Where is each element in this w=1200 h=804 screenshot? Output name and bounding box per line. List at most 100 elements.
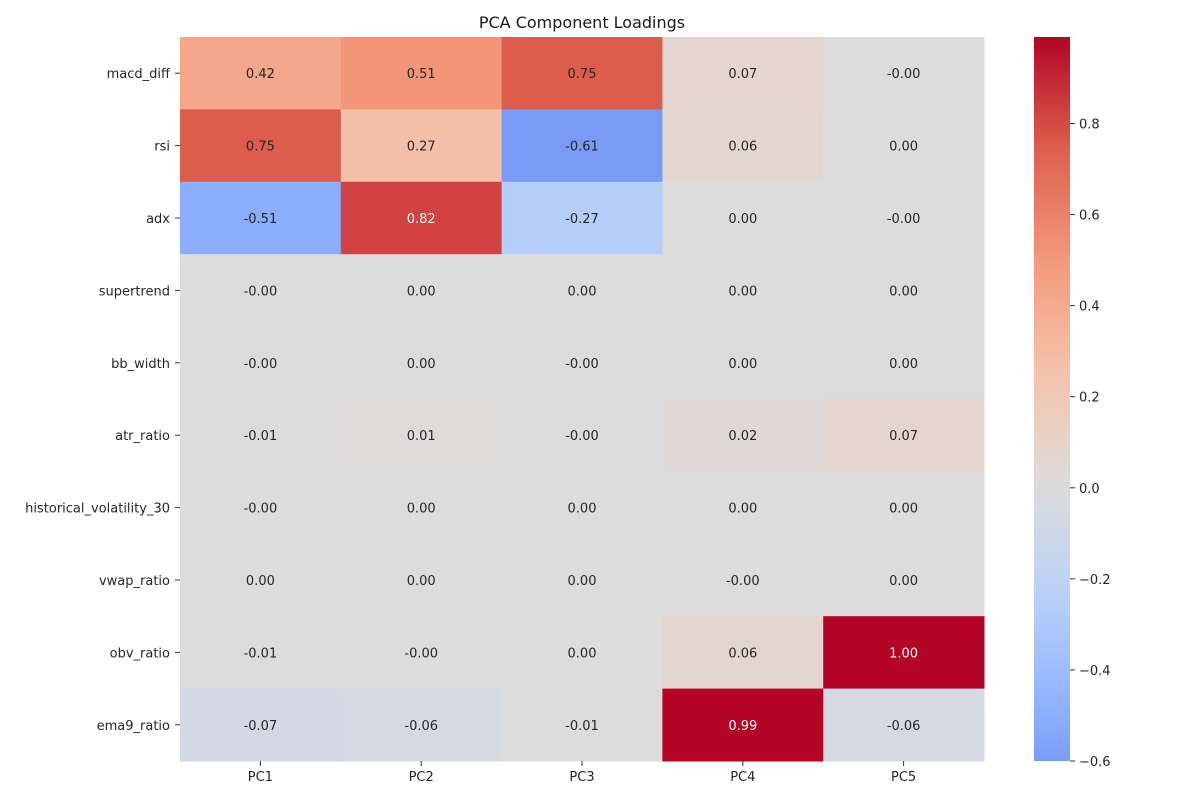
cell-annotation: 0.01 (407, 429, 436, 444)
heatmap-cell (180, 688, 342, 762)
heatmap-cell (340, 37, 503, 110)
heatmap-cell (340, 543, 503, 617)
x-tick-label: PC1 (248, 770, 273, 785)
heatmap-cell (662, 471, 824, 545)
x-tick-label: PC3 (569, 770, 594, 785)
heatmap-cell (823, 471, 985, 545)
heatmap-cell (340, 471, 503, 545)
heatmap-cell (662, 109, 824, 183)
heatmap-cell (662, 181, 824, 255)
cell-annotation: 0.00 (407, 357, 436, 372)
colorbar: −0.6 −0.4 −0.2 0.0 0.2 0.4 0.6 0.8 (1034, 37, 1111, 770)
cell-annotation: -0.00 (404, 646, 438, 661)
y-tick-label: adx (146, 212, 170, 227)
cell-annotation: -0.06 (404, 719, 438, 734)
cell-annotation: 0.00 (407, 574, 436, 589)
heatmap-cell (823, 543, 985, 617)
heatmap-cell (180, 109, 342, 183)
heatmap-cell (823, 399, 985, 472)
y-tick-label: supertrend (99, 284, 170, 299)
cell-annotation: 0.00 (568, 646, 597, 661)
cell-annotation: -0.01 (565, 719, 599, 734)
colorbar-tick-label: 0.6 (1079, 209, 1100, 224)
cell-annotation: -0.01 (244, 429, 278, 444)
heatmap-cell (340, 326, 503, 400)
x-axis: PC1 PC2 PC3 PC4 PC5 (248, 761, 916, 785)
heatmap-cell (180, 326, 342, 400)
cell-annotation: 0.00 (728, 284, 757, 299)
cell-annotation: 0.51 (407, 67, 436, 82)
cell-annotation: -0.00 (726, 574, 760, 589)
heatmap-cell (340, 688, 503, 762)
heatmap-cell (662, 399, 824, 472)
heatmap-cell (662, 254, 824, 328)
heatmap-cell (501, 109, 663, 183)
heatmap-cell (662, 688, 824, 762)
cell-annotation: 0.06 (728, 140, 757, 155)
cell-annotation: -0.00 (244, 284, 278, 299)
heatmap-cell (340, 109, 503, 183)
cell-annotation: 0.99 (728, 719, 757, 734)
y-tick-label: atr_ratio (115, 429, 170, 444)
heatmap-cell (501, 37, 663, 110)
colorbar-gradient (1034, 37, 1070, 761)
chart-title: PCA Component Loadings (479, 13, 685, 32)
heatmap-cell (180, 254, 342, 328)
heatmap-cell (823, 109, 985, 183)
heatmap-cell (501, 326, 663, 400)
heatmap-cell (340, 181, 503, 255)
heatmap-cells (180, 37, 985, 762)
cell-annotation: -0.00 (244, 357, 278, 372)
heatmap-cell (180, 616, 342, 690)
heatmap-cell (823, 254, 985, 328)
cell-annotation: 0.00 (889, 357, 918, 372)
cell-annotation: -0.00 (887, 67, 921, 82)
heatmap-cell (662, 37, 824, 110)
cell-annotation: 0.82 (407, 212, 436, 227)
cell-annotation: -0.00 (565, 357, 599, 372)
colorbar-tick-label: −0.4 (1079, 664, 1111, 679)
cell-annotation: 0.00 (568, 284, 597, 299)
heatmap-cell (662, 616, 824, 690)
heatmap-cell (501, 688, 663, 762)
y-tick-label: obv_ratio (110, 646, 170, 661)
cell-annotation: 0.00 (568, 502, 597, 517)
y-tick-label: vwap_ratio (99, 574, 170, 589)
heatmap-cell (340, 399, 503, 472)
heatmap-cell (180, 471, 342, 545)
cell-annotation: -0.27 (565, 212, 599, 227)
y-tick-label: historical_volatility_30 (25, 502, 170, 517)
cell-annotations: 0.42 0.51 0.75 0.07 -0.00 0.75 0.27 -0.61 0.06 0.… (244, 67, 921, 734)
cell-annotation: 0.07 (889, 429, 918, 444)
x-tick-label: PC5 (891, 770, 916, 785)
x-tick-label: PC2 (409, 770, 434, 785)
cell-annotation: 0.27 (407, 140, 436, 155)
colorbar-tick-label: 0.8 (1079, 118, 1100, 133)
heatmap-cell (501, 471, 663, 545)
cell-annotation: -0.01 (244, 646, 278, 661)
cell-annotation: -0.61 (565, 140, 599, 155)
y-tick-label: macd_diff (107, 67, 171, 82)
cell-annotation: 0.00 (889, 502, 918, 517)
heatmap-cell (501, 181, 663, 255)
heatmap-cell (823, 37, 985, 110)
cell-annotation: 0.75 (246, 140, 275, 155)
heatmap-cell (823, 326, 985, 400)
y-tick-label: ema9_ratio (97, 719, 170, 734)
heatmap-cell (501, 399, 663, 472)
cell-annotation: 0.00 (728, 502, 757, 517)
cell-annotation: 0.00 (568, 574, 597, 589)
cell-annotation: 0.02 (728, 429, 757, 444)
heatmap-cell (823, 181, 985, 255)
heatmap-cell (823, 616, 985, 690)
cell-annotation: 0.75 (568, 67, 597, 82)
heatmap-cell (501, 616, 663, 690)
heatmap-cell (662, 326, 824, 400)
cell-annotation: -0.07 (244, 719, 278, 734)
heatmap-cell (340, 616, 503, 690)
cell-annotation: 0.00 (728, 357, 757, 372)
colorbar-tick-label: −0.2 (1079, 573, 1111, 588)
